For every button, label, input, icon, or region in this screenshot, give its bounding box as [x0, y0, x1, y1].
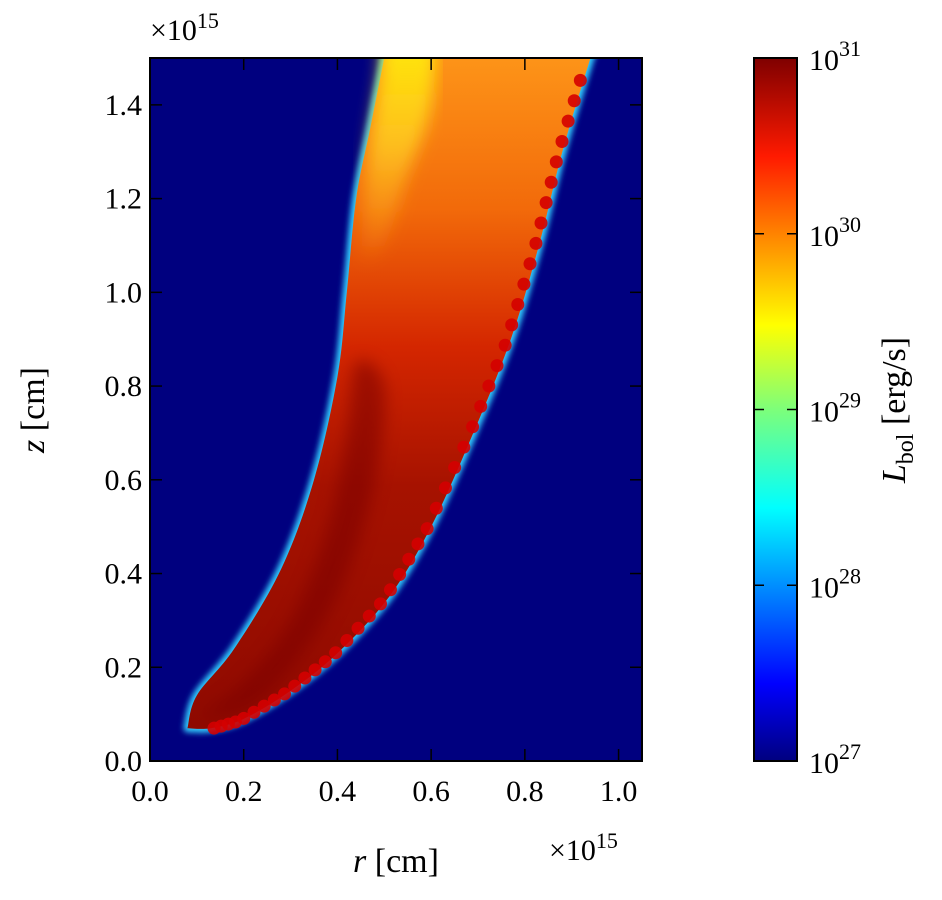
colorbar-tick-label: 1028 — [809, 563, 861, 604]
plot-frame — [149, 57, 643, 762]
edge-dot — [402, 552, 416, 566]
edge-dot — [429, 501, 443, 515]
edge-dot — [298, 671, 312, 685]
edge-dot — [207, 721, 221, 735]
edge-dot — [318, 655, 332, 669]
edge-dot — [308, 663, 322, 677]
edge-dot — [373, 597, 387, 611]
colorbar-tick-label: 1027 — [809, 739, 861, 780]
edge-dot — [567, 94, 581, 108]
edge-dot — [438, 481, 452, 495]
y-tick-label: 1.0 — [105, 276, 143, 309]
x-tick-label: 0.2 — [225, 775, 263, 808]
y-tick-label: 1.4 — [105, 89, 143, 122]
edge-dot — [490, 359, 504, 373]
colorbar-tick-label: 1031 — [809, 36, 861, 77]
plume-edge-dots — [207, 73, 587, 735]
colorbar-tick-label: 1030 — [809, 212, 861, 253]
y-tick-label: 0.4 — [105, 558, 143, 591]
edge-dot — [482, 379, 496, 393]
x-tick-label: 0.6 — [412, 775, 450, 808]
edge-dot — [555, 135, 569, 149]
edge-dot — [534, 216, 548, 230]
edge-dot — [549, 155, 563, 169]
x-tick-label: 1.0 — [600, 775, 638, 808]
plume-bright-top — [360, 58, 436, 269]
edge-dot — [411, 537, 425, 551]
colorbar-tick-label: 1029 — [809, 388, 861, 429]
x-axis-label: r [cm] — [353, 843, 439, 880]
edge-dot — [573, 73, 587, 87]
edge-dot — [420, 522, 434, 536]
x-tick-label: 0.4 — [319, 775, 357, 808]
x-axis-multiplier: ×1015 — [549, 828, 618, 867]
y-tick-label: 0.6 — [105, 464, 143, 497]
y-tick-label: 1.2 — [105, 183, 143, 216]
edge-dot — [523, 257, 537, 271]
edge-dot — [539, 196, 553, 210]
edge-dot — [474, 399, 488, 413]
y-axis-multiplier: ×1015 — [150, 8, 219, 47]
edge-dot — [561, 114, 575, 128]
plume-dark-core — [196, 360, 386, 719]
edge-dot — [362, 609, 376, 623]
y-tick-label: 0.8 — [105, 370, 143, 403]
edge-dot — [544, 175, 558, 189]
colorbar-label: Lbol [erg/s] — [876, 337, 919, 484]
colorbar: 1031 1030 1029 1028 1027 Lbol [erg/s] — [753, 36, 919, 780]
edge-dot — [383, 583, 397, 597]
edge-dot — [393, 568, 407, 582]
edge-dot — [278, 687, 292, 701]
x-tick-label: 0.0 — [131, 775, 169, 808]
plume-body — [187, 58, 591, 729]
edge-dot — [448, 461, 462, 475]
edge-dot — [529, 236, 543, 250]
edge-dot — [498, 338, 512, 352]
edge-dot — [511, 298, 525, 312]
edge-dot — [329, 646, 343, 660]
edge-dot — [505, 318, 519, 332]
edge-dot — [340, 634, 354, 648]
x-tick-label: 0.8 — [506, 775, 544, 808]
edge-dot — [351, 621, 365, 635]
edge-dot — [457, 440, 471, 454]
x-axis: 0.0 0.2 0.4 0.6 0.8 1.0 — [131, 58, 637, 808]
edge-dot — [257, 699, 271, 713]
luminosity-plume — [183, 58, 595, 735]
y-axis: 0.0 0.2 0.4 0.6 0.8 1.0 1.2 1.4 — [105, 89, 642, 778]
edge-dot — [267, 693, 281, 707]
edge-dot — [466, 420, 480, 434]
y-axis-label: z [cm] — [15, 367, 52, 454]
y-tick-label: 0.2 — [105, 651, 143, 684]
edge-dot — [288, 679, 302, 693]
y-tick-label: 0.0 — [105, 745, 143, 778]
edge-dot — [517, 277, 531, 291]
edge-dot — [247, 705, 261, 719]
